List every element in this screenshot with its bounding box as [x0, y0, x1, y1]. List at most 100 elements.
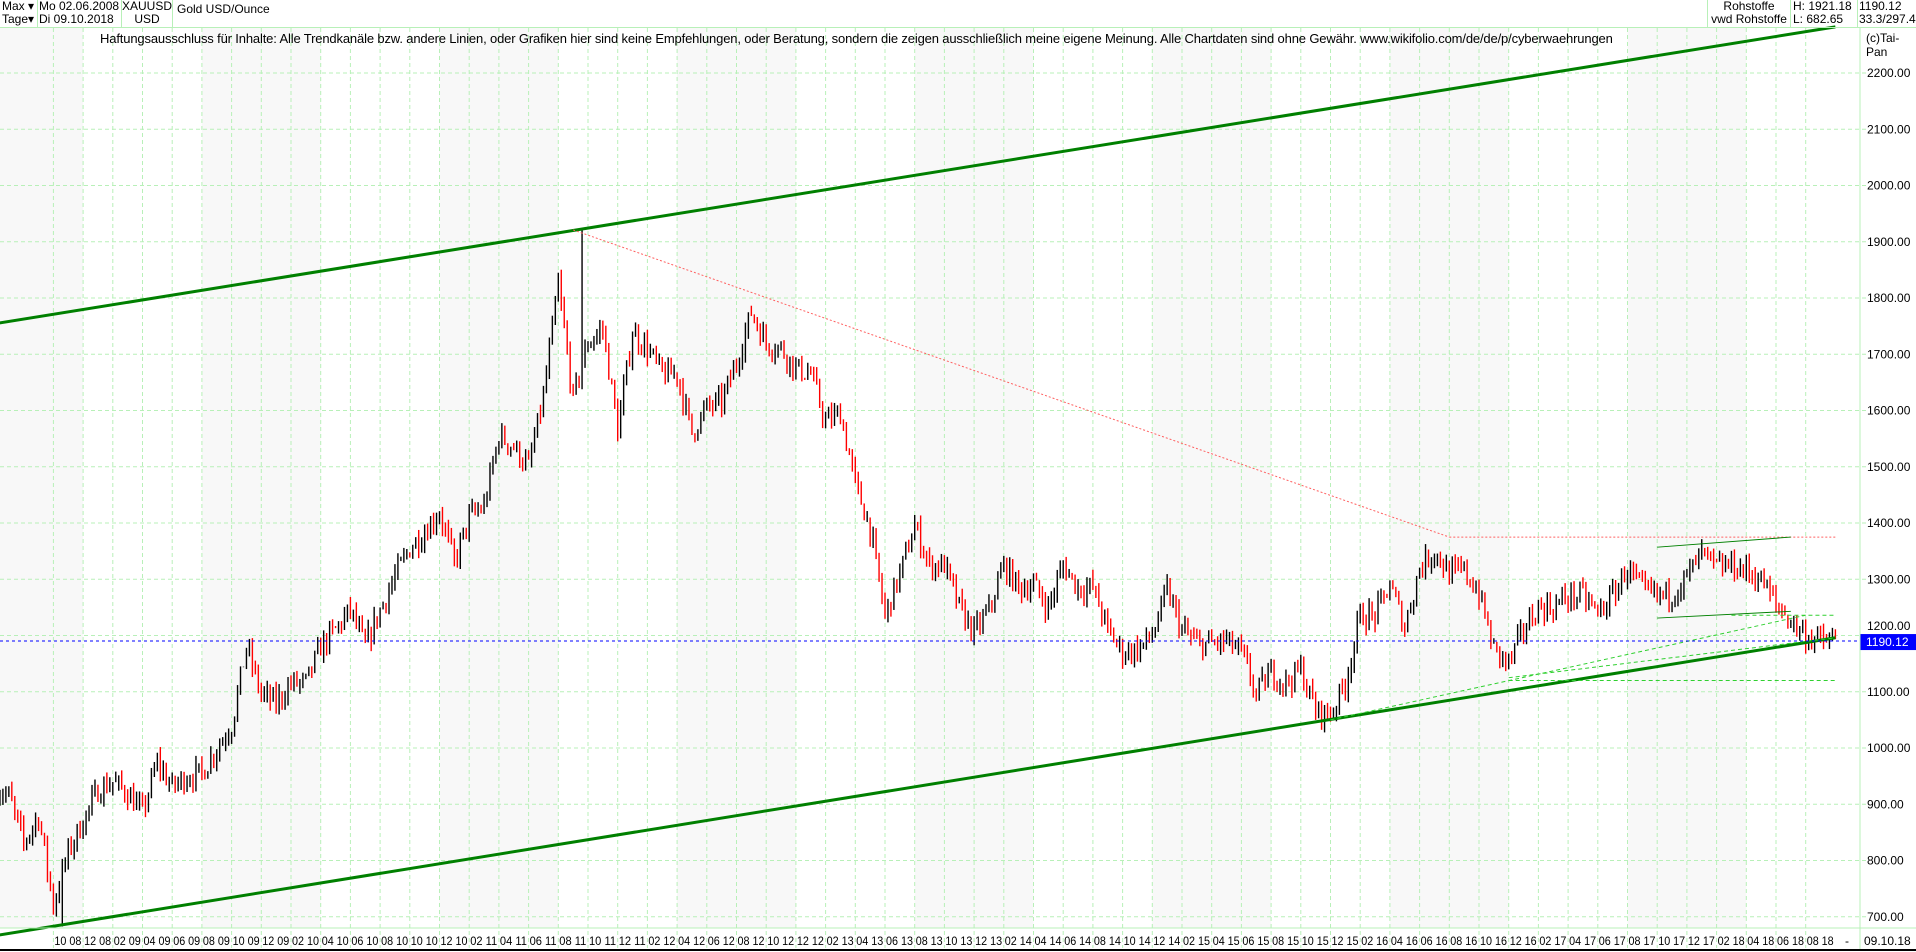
high-value: H: 1921.18: [1793, 0, 1852, 13]
y-tick-label: 1200.00: [1867, 619, 1911, 633]
x-tick-label: 10 08: [54, 934, 81, 948]
x-tick-label: 12 12: [797, 934, 824, 948]
y-tick-label: 1300.00: [1867, 572, 1911, 586]
x-tick-label: 10 09: [233, 934, 260, 948]
x-tick-label: 02 13: [827, 934, 854, 948]
x-tick-label: 04 16: [1391, 934, 1418, 948]
x-tick-label: 04 18: [1747, 934, 1774, 948]
x-tick-label: 08 09: [203, 934, 230, 948]
y-tick-label: 2100.00: [1867, 122, 1911, 136]
low-value: L: 682.65: [1793, 12, 1844, 26]
x-tick-label: 02 14: [1005, 934, 1032, 948]
x-tick-label: 08 15: [1272, 934, 1299, 948]
x-tick-label: 02 17: [1539, 934, 1566, 948]
y-tick-label: 2000.00: [1867, 179, 1911, 193]
x-tick-label: 10 15: [1302, 934, 1329, 948]
y-tick-label: 1400.00: [1867, 516, 1911, 530]
x-tick-label: 08 14: [1094, 934, 1121, 948]
start-date: Mo 02.06.2008: [39, 0, 120, 13]
x-tick-label: 06 15: [1242, 934, 1269, 948]
x-tick-label: 04 17: [1569, 934, 1596, 948]
x-tick-label: 10 10: [411, 934, 438, 948]
x-tick-label: 06 18: [1777, 934, 1804, 948]
y-tick-label: 1600.00: [1867, 404, 1911, 418]
red-dotted-resistance-line: [572, 229, 1450, 538]
symbol: XAUUSD: [122, 0, 173, 13]
interval-select[interactable]: Tage▾: [0, 13, 37, 26]
x-tick-label: 12 09: [262, 934, 289, 948]
date-range: Mo 02.06.2008 Di 09.10.2018: [38, 0, 122, 27]
x-tick-label: 10 12: [767, 934, 794, 948]
y-tick-label: 700.00: [1867, 910, 1904, 924]
x-tick-label: 04 11: [500, 934, 527, 948]
x-tick-label: 02 16: [1361, 934, 1388, 948]
x-tick-label: 08 11: [559, 934, 586, 948]
x-tick-label: 02 10: [292, 934, 319, 948]
end-date: Di 09.10.2018: [39, 12, 114, 26]
x-tick-label: 04 14: [1035, 934, 1062, 948]
disclaimer-text: Haftungsausschluss für Inhalte: Alle Tre…: [100, 31, 1613, 46]
x-tick-label: 12 14: [1153, 934, 1180, 948]
x-tick-label: 12 17: [1688, 934, 1715, 948]
x-tick-label: 06 12: [708, 934, 735, 948]
trend-upper-channel-line: [0, 25, 1836, 325]
x-tick-label: 08 12: [738, 934, 765, 948]
y-tick-label: 1800.00: [1867, 291, 1911, 305]
symbol-cell: XAUUSD USD: [122, 0, 173, 27]
x-tick-label: 06 10: [351, 934, 378, 948]
x-tick-label: 06 17: [1599, 934, 1626, 948]
green-thin-upper-line: [1657, 536, 1791, 548]
x-tick-end: -: [1845, 934, 1849, 948]
high-low-cell: H: 1921.18 L: 682.65: [1791, 0, 1858, 27]
x-tick-label: 12 08: [84, 934, 111, 948]
x-tick-label: 12 13: [975, 934, 1002, 948]
background-band: [0, 28, 84, 928]
x-tick-label: 06 09: [173, 934, 200, 948]
last-price-label: 1190.12: [1866, 635, 1909, 649]
x-tick-label: 12 15: [1332, 934, 1359, 948]
bottom-border: [0, 949, 1916, 951]
x-tick-label: 10 11: [589, 934, 616, 948]
trend-lower-channel-line: [0, 636, 1836, 937]
last-price-tag: [1860, 634, 1916, 651]
chart-header: Max ▾ Tage▾ Mo 02.06.2008 Di 09.10.2018 …: [0, 0, 1916, 28]
x-tick-label: 02 18: [1718, 934, 1745, 948]
x-tick-label: 02 09: [114, 934, 141, 948]
chevron-down-icon: ▾: [28, 12, 35, 26]
y-axis: 700.00 800.00 900.00 1000.00 1100.00 1200.00 1…: [1859, 28, 1911, 950]
x-tick-label: 12 11: [619, 934, 646, 948]
x-tick-label: 06 13: [886, 934, 913, 948]
x-tick-label: 06 16: [1421, 934, 1448, 948]
x-tick-label: 02 15: [1183, 934, 1210, 948]
x-tick-label: 06 11: [530, 934, 557, 948]
last-value: 1190.12: [1859, 0, 1902, 13]
x-tick-label: 08 18: [1807, 934, 1834, 948]
x-tick-label: 02 11: [470, 934, 497, 948]
range-and-interval: Max ▾ Tage▾: [0, 0, 38, 27]
y-tick-label: 900.00: [1867, 797, 1904, 811]
instrument-name-cell: Gold USD/Ounce: [173, 0, 1708, 27]
category: Rohstoffe: [1723, 0, 1775, 13]
interval-select-label: Tage: [2, 12, 29, 26]
x-last-date: 09.10.18: [1864, 934, 1911, 948]
instrument-name: Gold USD/Ounce: [177, 2, 270, 16]
chevron-down-icon: ▾: [28, 0, 35, 13]
x-axis: 10 08 12 08 02 09 04 09 06 09 08 09 10 09 12 09…: [0, 927, 1916, 948]
x-tick-label: 10 17: [1658, 934, 1685, 948]
x-tick-label: 10 16: [1480, 934, 1507, 948]
y-tick-label: 1100.00: [1867, 685, 1910, 699]
x-tick-label: 02 12: [648, 934, 675, 948]
last-cell: 1190.12 33.3/297.4: [1858, 0, 1916, 27]
x-tick-label: 04 09: [144, 934, 171, 948]
data-source: vwd Rohstoffe: [1711, 12, 1787, 26]
x-tick-label: 12 16: [1510, 934, 1537, 948]
x-tick-label: 08 16: [1450, 934, 1477, 948]
x-tick-label: 08 13: [916, 934, 943, 948]
y-tick-label: 1900.00: [1867, 235, 1911, 249]
green-dashed-support-line: [1508, 637, 1836, 679]
y-tick-label: 1700.00: [1867, 347, 1911, 361]
range-select[interactable]: Max ▾: [0, 0, 37, 13]
x-tick-label: 08 17: [1629, 934, 1656, 948]
range-select-label: Max: [2, 0, 25, 13]
